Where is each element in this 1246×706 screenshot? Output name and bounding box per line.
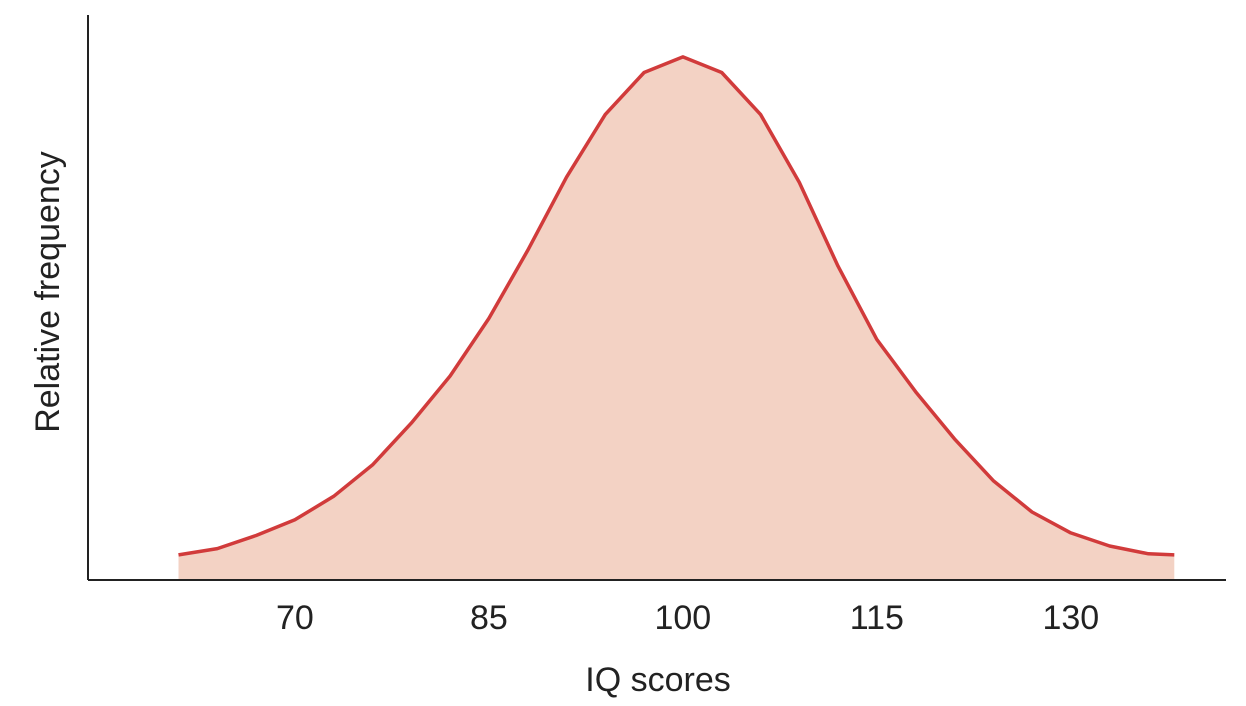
y-axis-label: Relative frequency <box>29 151 67 433</box>
curve-line <box>178 55 1175 557</box>
x-tick-label: 100 <box>654 599 711 637</box>
x-axis-label: IQ scores <box>585 661 730 699</box>
x-tick-label: 70 <box>276 599 314 637</box>
area-fill <box>178 56 1175 580</box>
x-tick-label: 130 <box>1042 599 1099 637</box>
x-tick-label: 85 <box>470 599 508 637</box>
x-tick-label: 115 <box>850 599 904 637</box>
